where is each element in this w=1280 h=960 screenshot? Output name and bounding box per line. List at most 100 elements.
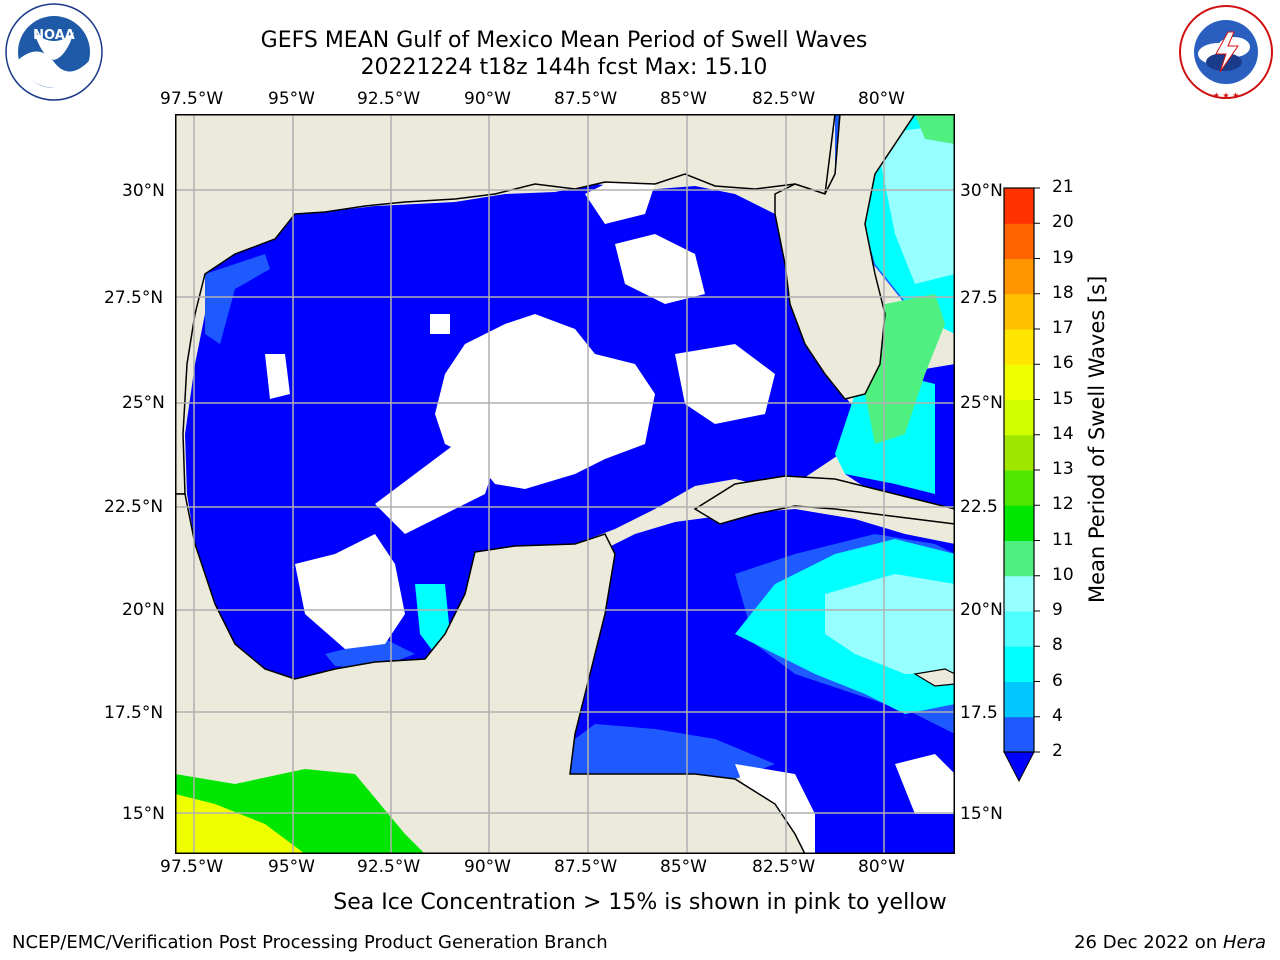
swell-band-9-11s <box>865 294 945 444</box>
colorbar-segment <box>1004 646 1034 682</box>
florida-peninsula <box>774 114 916 400</box>
no-data-patch <box>675 344 775 424</box>
colorbar-segment <box>1004 364 1034 400</box>
no-data-patch <box>585 174 655 224</box>
colorbar-segment <box>1004 716 1034 753</box>
lon-label: 95°W <box>268 857 315 877</box>
colorbar-tick-label: 9 <box>1052 600 1063 620</box>
footer-host: Hera <box>1222 932 1266 953</box>
lon-label: 85°W <box>660 857 707 877</box>
lon-label: 95°W <box>268 89 315 109</box>
colorbar-tick-label: 2 <box>1052 741 1063 761</box>
colorbar-tick-label: 20 <box>1052 212 1074 233</box>
map-panel <box>175 114 955 854</box>
lon-label: 92.5°W <box>357 857 421 877</box>
lat-label: 25°N <box>960 393 1003 413</box>
colorbar-tick-label: 17 <box>1052 318 1074 338</box>
colorbar-segment <box>1004 505 1034 541</box>
lat-label: 15°N <box>960 804 1003 824</box>
lat-label: 20°N <box>122 600 165 620</box>
colorbar <box>1003 187 1040 783</box>
lon-label: 82.5°W <box>752 89 816 109</box>
cuba-land <box>693 475 955 525</box>
no-data-patch <box>295 534 405 649</box>
colorbar-segment <box>1004 540 1034 577</box>
colorbar-segment <box>1004 188 1034 224</box>
swell-band-8-9s <box>875 124 955 284</box>
colorbar-tick-label: 4 <box>1052 705 1063 726</box>
jamaica-land <box>913 668 955 687</box>
lon-label: 87.5°W <box>554 857 618 877</box>
swell-band-4-6s <box>205 254 270 344</box>
lon-label: 87.5°W <box>554 89 618 109</box>
map-frame <box>175 114 955 854</box>
map-subtitle: 20221224 t18z 144h fcst Max: 15.10 <box>360 55 768 80</box>
lat-label: 27.5 <box>960 288 998 308</box>
colorbar-segment <box>1004 611 1034 647</box>
graticule <box>175 114 955 854</box>
lat-label: 30°N <box>122 181 165 201</box>
colorbar-tick-label: 13 <box>1052 459 1074 479</box>
colorbar-tick-label: 19 <box>1052 247 1074 268</box>
colorbar-segment <box>1004 470 1034 506</box>
colorbar-tick-label: 16 <box>1052 353 1074 374</box>
caption: Sea Ice Concentration > 15% is shown in … <box>0 890 1280 915</box>
swell-band-4-6s <box>555 724 775 779</box>
colorbar-tick-label: 8 <box>1052 635 1063 656</box>
colorbar-segment <box>1004 575 1034 612</box>
colorbar-tick-label: 18 <box>1052 282 1074 303</box>
lat-label: 22.5 <box>960 497 998 517</box>
lon-label: 80°W <box>858 89 905 109</box>
lat-label: 22.5°N <box>104 497 164 517</box>
svg-text:★ ★ ★: ★ ★ ★ <box>1213 91 1240 100</box>
swell-band-9-11s <box>915 114 955 144</box>
lat-label: 15°N <box>122 804 165 824</box>
lat-label: 27.5°N <box>104 288 164 308</box>
lon-label: 90°W <box>464 857 511 877</box>
colorbar-segment <box>1004 681 1034 718</box>
lon-label: 97.5°W <box>160 857 224 877</box>
noaa-logo-text: NOAA <box>33 28 75 43</box>
colorbar-tick-label: 6 <box>1052 670 1063 691</box>
no-data-patch <box>375 444 495 534</box>
lat-label: 25°N <box>122 393 165 413</box>
colorbar-under-triangle <box>1003 751 1035 783</box>
no-data-patch <box>265 354 290 399</box>
lon-label: 82.5°W <box>752 857 816 877</box>
no-data-patch <box>435 314 655 489</box>
footer-date-text: 26 Dec 2022 on <box>1074 932 1223 953</box>
colorbar-tick-label: 14 <box>1052 423 1074 444</box>
colorbar-label: Mean Period of Swell Waves [s] <box>1085 275 1109 603</box>
nws-logo: ★ ★ ★ <box>1176 2 1276 102</box>
lat-label: 17.5°N <box>104 703 164 723</box>
no-data-patch <box>430 314 450 334</box>
colorbar-segment <box>1004 223 1034 259</box>
caption-text: Sea Ice Concentration > 15% is shown in … <box>333 890 947 915</box>
us-coast-land <box>175 114 836 495</box>
lat-label: 17.5 <box>960 703 998 723</box>
lon-label: 92.5°W <box>357 89 421 109</box>
map-title: GEFS MEAN Gulf of Mexico Mean Period of … <box>260 28 868 53</box>
colorbar-tick-label: 10 <box>1052 564 1074 585</box>
lon-label: 85°W <box>660 89 707 109</box>
mexico-land <box>175 493 806 854</box>
swell-band-8-9s <box>825 574 955 674</box>
colorbar-tick-label: 11 <box>1052 529 1074 550</box>
swell-band-6-8s <box>415 584 450 654</box>
no-data-patch <box>895 754 955 814</box>
footer-date: 26 Dec 2022 on Hera <box>1074 932 1266 953</box>
lat-label: 30°N <box>960 181 1003 201</box>
lon-label: 80°W <box>858 857 905 877</box>
colorbar-tick-label: 15 <box>1052 388 1074 409</box>
colorbar-tick-label: 12 <box>1052 494 1074 515</box>
colorbar-segment <box>1004 258 1034 295</box>
colorbar-segment <box>1004 434 1034 471</box>
colorbar-segment <box>1004 293 1034 330</box>
lat-label: 20°N <box>960 600 1003 620</box>
colorbar-segment <box>1004 399 1034 436</box>
colorbar-tick-label: 21 <box>1052 177 1074 197</box>
noaa-logo: NOAA <box>4 2 104 102</box>
no-data-patch <box>615 234 705 304</box>
lon-label: 90°W <box>464 89 511 109</box>
footer-credit: NCEP/EMC/Verification Post Processing Pr… <box>12 932 608 953</box>
